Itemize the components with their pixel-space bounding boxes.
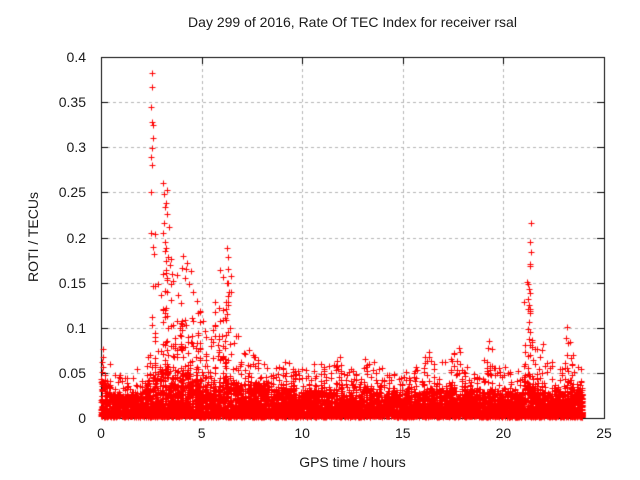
- x-tick-label: 5: [197, 425, 206, 441]
- y-tick-label: 0.3: [66, 139, 86, 156]
- y-tick-label: 0.25: [58, 184, 86, 201]
- y-tick-label: 0.1: [66, 319, 86, 336]
- x-axis-label: GPS time / hours: [299, 454, 406, 470]
- y-tick-label: 0.2: [66, 229, 86, 246]
- y-tick-label: 0.35: [58, 94, 86, 111]
- x-tick-label: 20: [495, 425, 512, 441]
- x-tick-label: 0: [97, 425, 105, 441]
- y-tick-label: 0: [78, 410, 86, 426]
- y-tick-label: 0.4: [66, 49, 86, 65]
- x-tick-label: 10: [294, 425, 310, 441]
- x-tick-label: 15: [395, 425, 411, 441]
- x-tick-label: 25: [596, 425, 612, 441]
- chart-title: Day 299 of 2016, Rate Of TEC Index for r…: [188, 14, 517, 30]
- y-tick-label: 0.15: [58, 274, 86, 291]
- y-tick-label: 0.05: [58, 364, 86, 381]
